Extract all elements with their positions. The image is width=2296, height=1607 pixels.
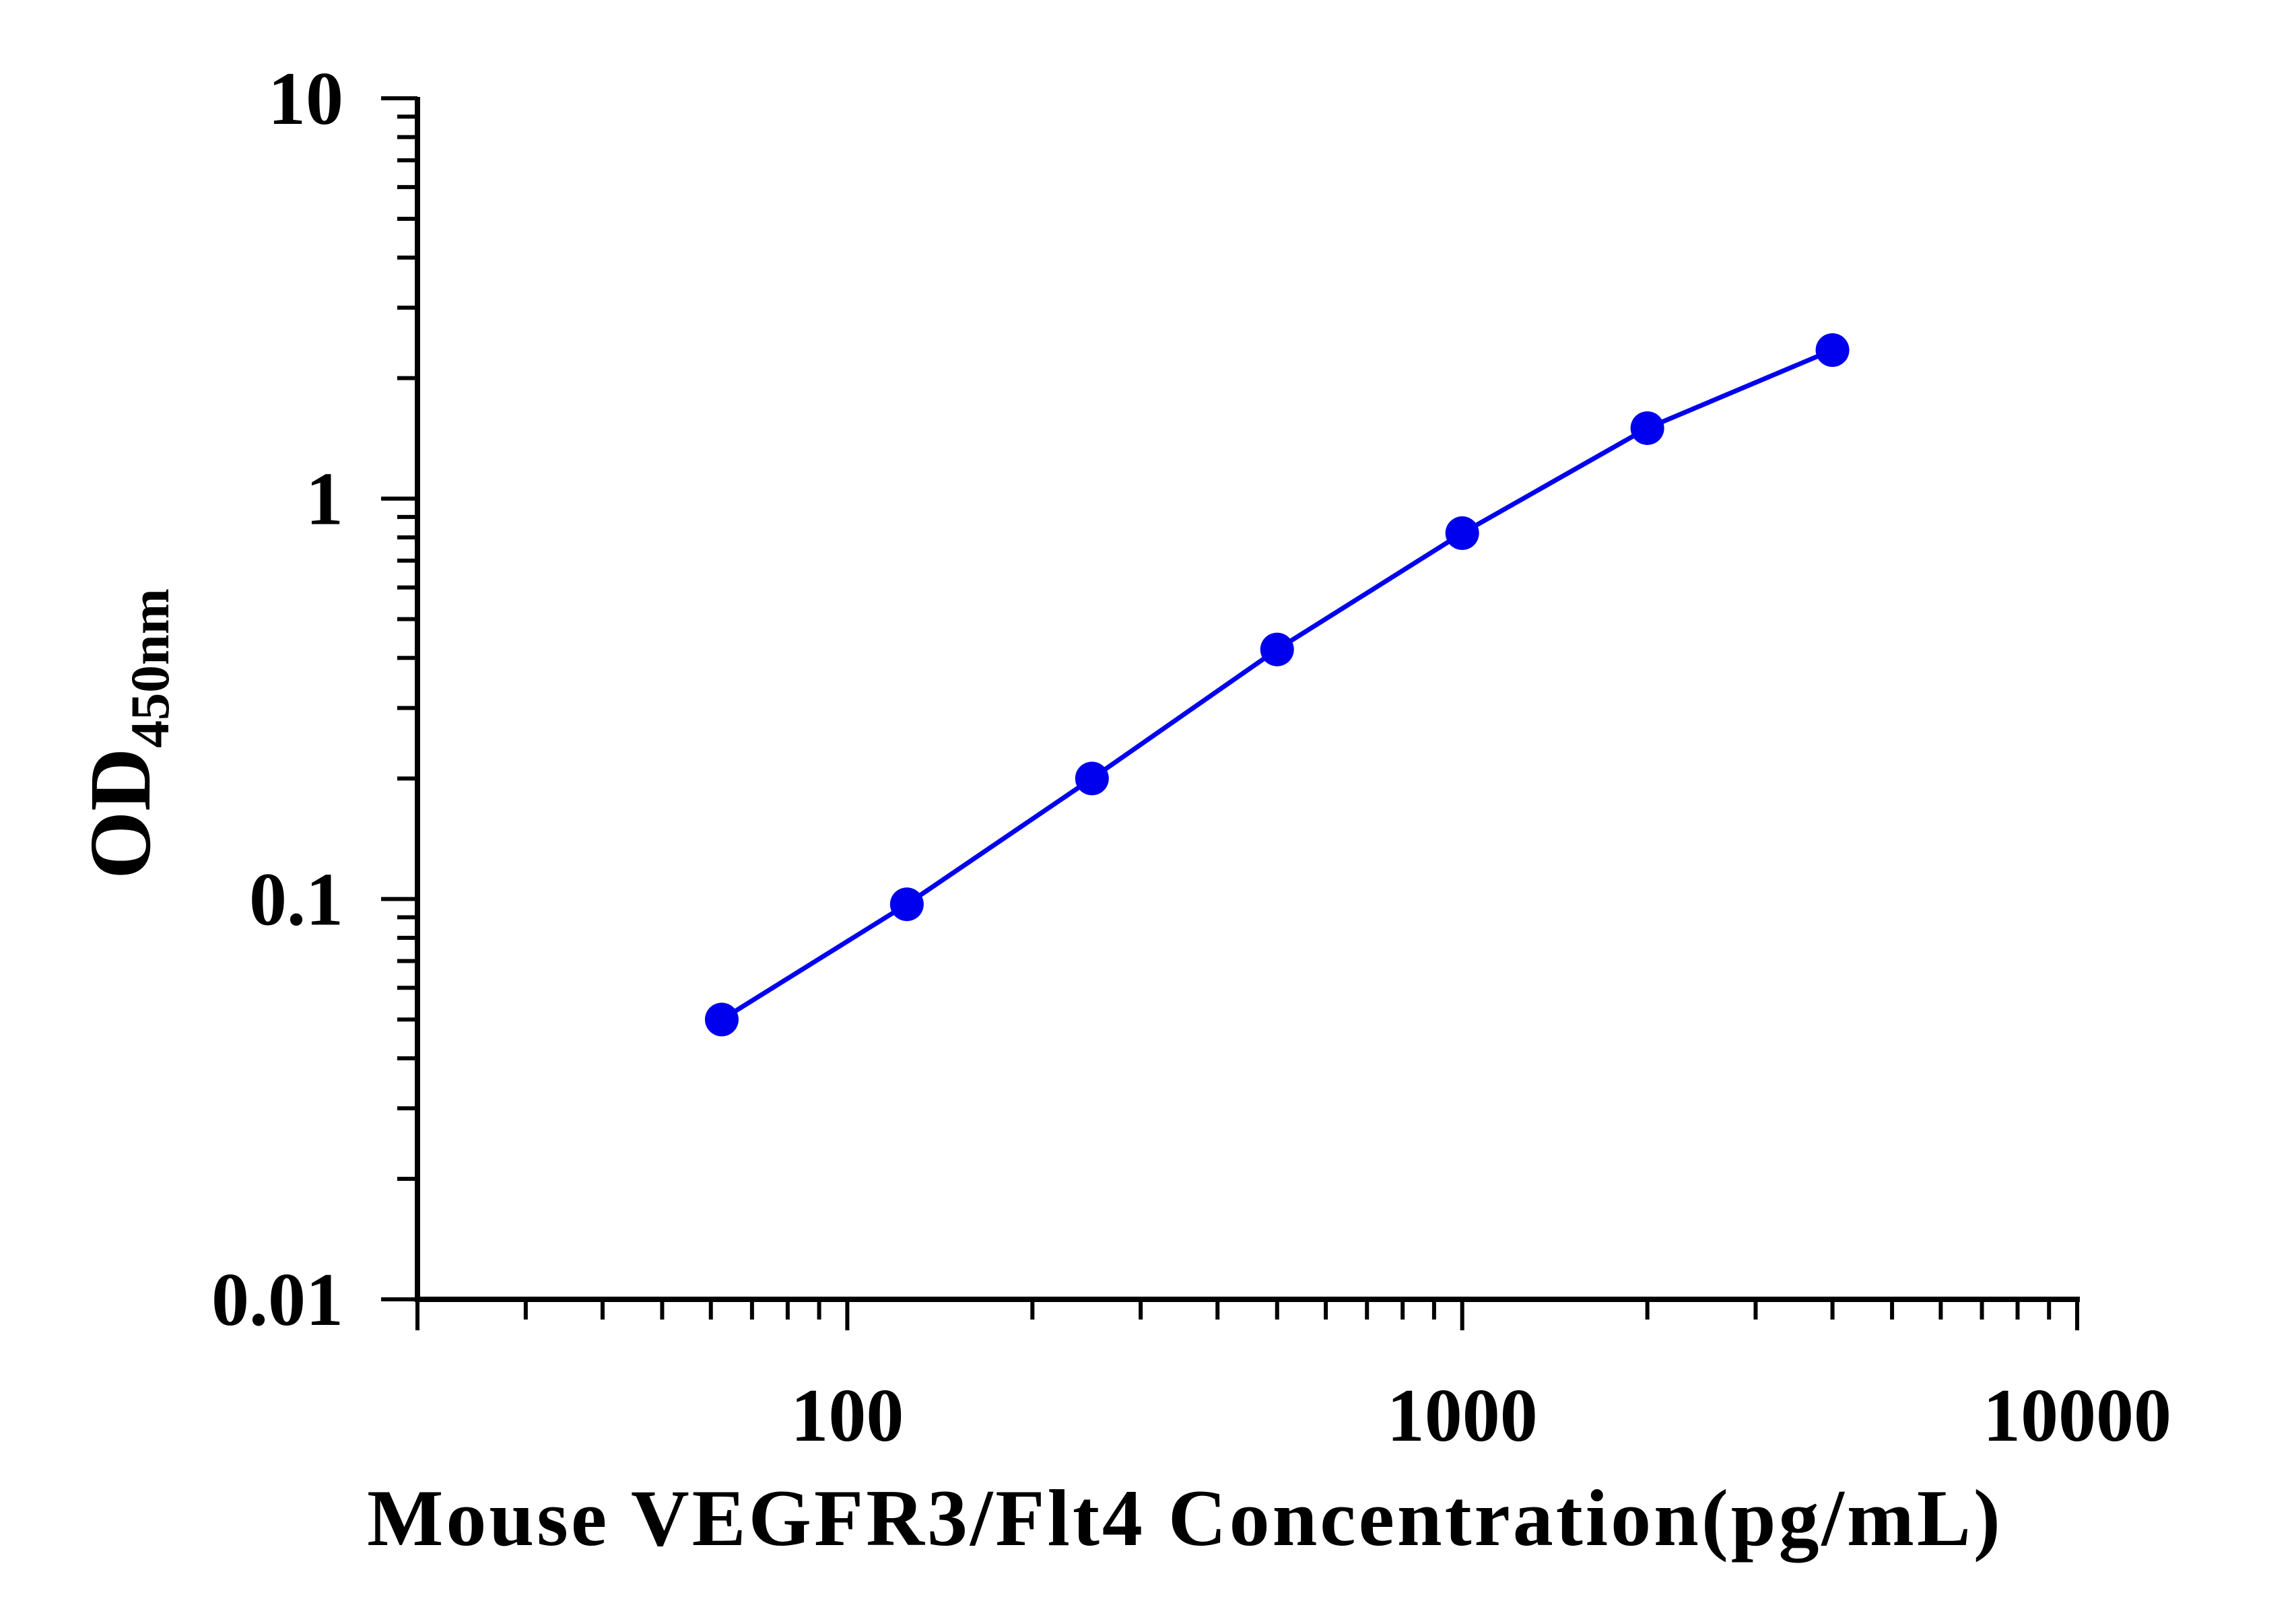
x-axis-title: Mouse VEGFR3/Flt4 Concentration(pg/mL) [367,1473,2003,1563]
data-point [704,1002,739,1037]
y-tick-label: 0.01 [211,1258,343,1342]
y-axis-title: OD450nm [72,588,180,879]
data-point [1445,516,1479,550]
axis-labels: Mouse VEGFR3/Flt4 Concentration(pg/mL) O… [72,588,2003,1563]
y-axis-title-subscript: 450nm [119,588,180,748]
axes: 100 1000 10000 0.01 0.1 1 10 [211,57,2171,1458]
data-point [1260,632,1294,666]
series-layer [704,333,1850,1037]
data-point [889,887,924,922]
svg-text:OD450nm: OD450nm [72,588,180,879]
y-tick-label: 0.1 [249,858,343,941]
series-line [720,347,1833,1022]
data-point [1815,333,1850,368]
y-tick-label: 10 [268,57,343,141]
y-tick-label: 1 [306,458,343,541]
x-tick-label: 1000 [1387,1374,1538,1458]
data-point [1630,411,1664,445]
x-tick-label: 10000 [1983,1374,2171,1458]
data-point [1075,761,1109,796]
x-tick-label: 100 [790,1374,904,1458]
y-axis-title-main: OD [72,748,169,879]
